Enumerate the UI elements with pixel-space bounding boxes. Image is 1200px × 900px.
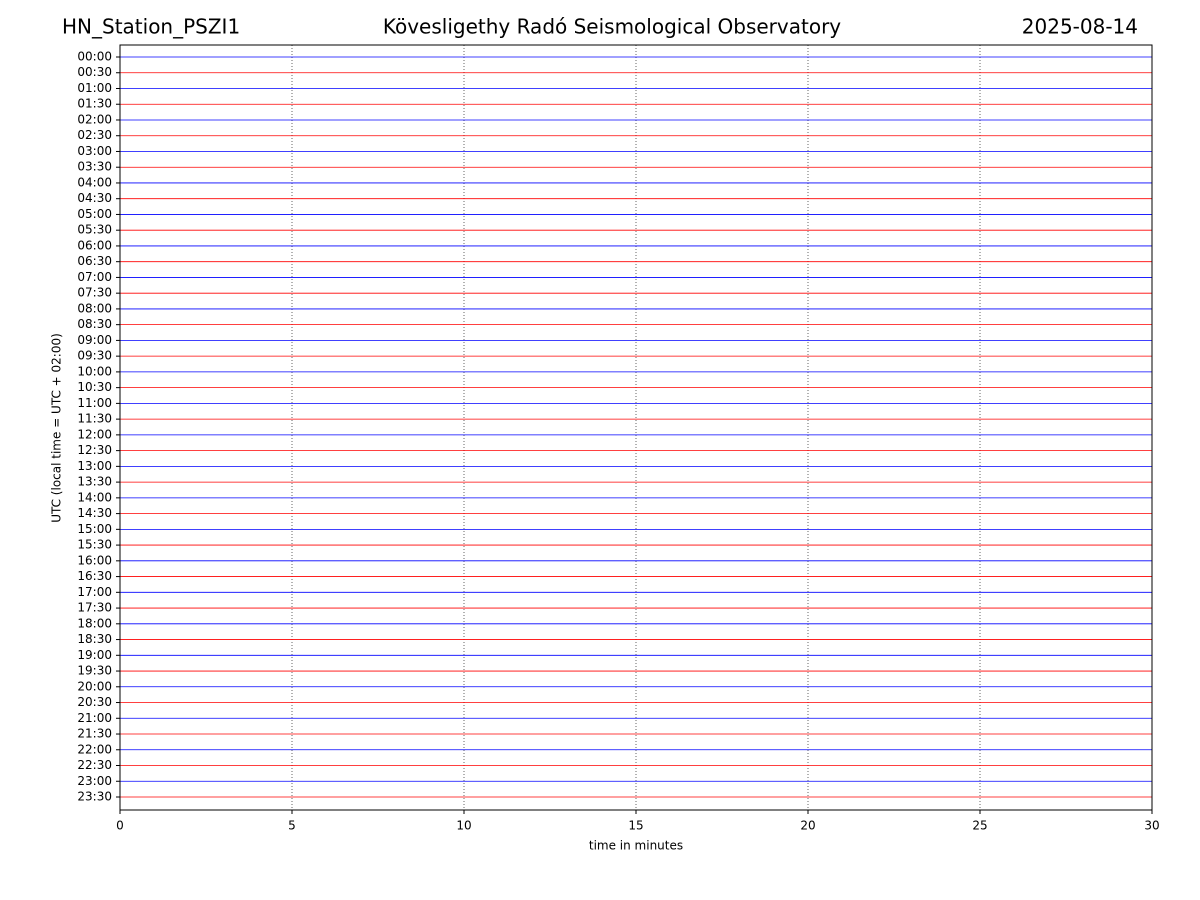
x-tick-label: 5: [288, 819, 296, 833]
y-tick-label: 04:30: [77, 191, 112, 205]
x-tick-label: 25: [972, 819, 987, 833]
y-tick-label: 15:00: [77, 522, 112, 536]
y-tick-label: 13:30: [77, 475, 112, 489]
y-tick-label: 19:30: [77, 664, 112, 678]
y-tick-label: 20:00: [77, 679, 112, 693]
y-tick-label: 22:00: [77, 742, 112, 756]
y-tick-label: 11:00: [77, 396, 112, 410]
y-tick-label: 03:00: [77, 144, 112, 158]
y-axis-label: UTC (local time = UTC + 02:00): [50, 333, 64, 523]
y-tick-label: 07:00: [77, 270, 112, 284]
x-axis-label: time in minutes: [589, 839, 683, 853]
y-tick-label: 17:30: [77, 601, 112, 615]
y-tick-label: 03:30: [77, 160, 112, 174]
y-tick-label: 01:00: [77, 81, 112, 95]
y-tick-label: 17:00: [77, 585, 112, 599]
y-tick-label: 10:00: [77, 364, 112, 378]
y-tick-label: 00:30: [77, 65, 112, 79]
y-tick-label: 00:00: [77, 50, 112, 64]
y-tick-label: 23:30: [77, 790, 112, 804]
y-tick-label: 23:00: [77, 774, 112, 788]
y-tick-label: 07:30: [77, 286, 112, 300]
y-tick-label: 02:30: [77, 128, 112, 142]
y-tick-label: 02:00: [77, 112, 112, 126]
y-tick-label: 15:30: [77, 538, 112, 552]
y-tick-label: 04:00: [77, 175, 112, 189]
y-tick-label: 18:00: [77, 616, 112, 630]
y-tick-label: 16:30: [77, 569, 112, 583]
y-tick-label: 13:00: [77, 459, 112, 473]
x-tick-label: 15: [628, 819, 643, 833]
y-tick-label: 16:00: [77, 553, 112, 567]
date-label: 2025-08-14: [1022, 15, 1138, 39]
x-tick-label: 10: [456, 819, 471, 833]
y-tick-label: 05:30: [77, 223, 112, 237]
plot-frame: [119, 44, 1153, 811]
y-tick-label: 18:30: [77, 632, 112, 646]
y-tick-label: 22:30: [77, 758, 112, 772]
x-tick-label: 20: [800, 819, 815, 833]
y-tick-label: 19:00: [77, 648, 112, 662]
y-tick-label: 08:30: [77, 317, 112, 331]
y-tick-label: 11:30: [77, 412, 112, 426]
y-tick-label: 05:00: [77, 207, 112, 221]
chart-title: Kövesligethy Radó Seismological Observat…: [383, 15, 841, 39]
y-tick-label: 21:00: [77, 711, 112, 725]
x-tick-label: 0: [116, 819, 124, 833]
y-tick-label: 09:30: [77, 349, 112, 363]
y-tick-label: 12:00: [77, 427, 112, 441]
y-tick-label: 14:30: [77, 506, 112, 520]
station-label: HN_Station_PSZI1: [62, 15, 240, 39]
y-tick-label: 08:00: [77, 301, 112, 315]
y-tick-label: 06:30: [77, 254, 112, 268]
y-tick-label: 09:00: [77, 333, 112, 347]
y-tick-label: 20:30: [77, 695, 112, 709]
y-tick-label: 06:00: [77, 238, 112, 252]
y-tick-label: 14:00: [77, 490, 112, 504]
y-tick-label: 21:30: [77, 727, 112, 741]
y-tick-label: 10:30: [77, 380, 112, 394]
y-tick-label: 01:30: [77, 97, 112, 111]
y-tick-label: 12:30: [77, 443, 112, 457]
x-tick-label: 30: [1144, 819, 1159, 833]
